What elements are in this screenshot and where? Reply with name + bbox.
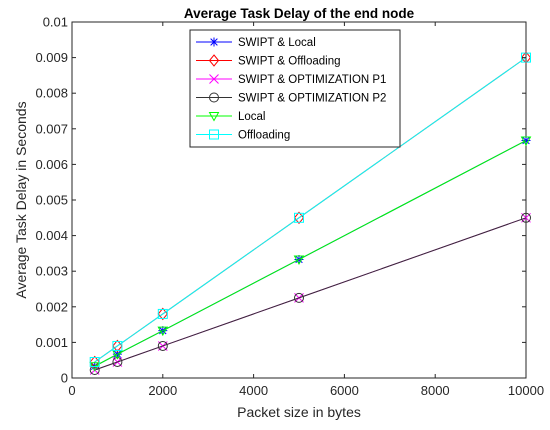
- series-line: [94, 57, 527, 363]
- x-tick-label: 10000: [508, 383, 544, 398]
- legend-marker: [209, 37, 219, 47]
- series-layer: [89, 51, 532, 375]
- legend-label: Local: [238, 111, 266, 123]
- y-tick-label: 0.003: [35, 264, 68, 279]
- data-point: [89, 364, 100, 375]
- legend-label: SWIPT & Local: [238, 37, 316, 49]
- legend-box: [189, 29, 401, 148]
- y-tick-label: 0: [61, 371, 68, 386]
- x-tick-label: 0: [68, 383, 75, 398]
- y-tick-label: 0.002: [35, 299, 68, 314]
- legend-marker: [209, 74, 219, 84]
- legend-label: SWIPT & Offloading: [238, 56, 340, 68]
- legend-marker: [208, 54, 220, 67]
- chart-title: Average Task Delay of the end node: [184, 6, 415, 21]
- y-tick-label: 0.005: [35, 193, 68, 208]
- legend-marker: [209, 129, 219, 140]
- data-point: [294, 212, 304, 223]
- data-point: [520, 136, 532, 147]
- data-point: [521, 52, 531, 63]
- data-point: [157, 326, 169, 337]
- y-tick-label: 0.009: [35, 50, 68, 65]
- legend-label: SWIPT & OPTIMIZATION P1: [238, 74, 386, 86]
- series-6: [89, 52, 531, 367]
- series-4: [89, 212, 531, 375]
- y-axis-label: Average Task Delay in Seconds: [13, 101, 29, 298]
- legend: SWIPT & Local SWIPT & Offloading SWIPT & O…: [189, 29, 401, 148]
- x-tick-label: 4000: [239, 383, 268, 398]
- x-tick-label: 6000: [330, 383, 359, 398]
- data-point: [112, 340, 123, 351]
- y-tick-label: 0.01: [43, 15, 68, 30]
- x-tick-label: 2000: [148, 383, 177, 398]
- data-point: [294, 292, 304, 303]
- data-point: [293, 255, 305, 265]
- x-tick-label: 8000: [421, 383, 450, 398]
- legend-label: Offloading: [238, 130, 290, 142]
- series-line: [94, 140, 527, 367]
- data-point: [157, 308, 168, 319]
- series-line: [94, 217, 527, 371]
- legend-marker: [209, 92, 219, 103]
- data-point: [112, 356, 123, 367]
- legend-label: SWIPT & OPTIMIZATION P2: [238, 93, 386, 105]
- y-tick-label: 0.001: [35, 335, 68, 350]
- data-point: [89, 356, 100, 367]
- y-tick-label: 0.006: [35, 157, 68, 172]
- y-tick-label: 0.008: [35, 86, 68, 101]
- data-point: [520, 51, 532, 64]
- y-tick-label: 0.007: [35, 121, 68, 136]
- legend-marker: [208, 112, 220, 122]
- y-tick-label: 0.004: [35, 228, 68, 243]
- data-point: [521, 212, 531, 223]
- data-point: [157, 340, 168, 351]
- x-axis-label: Packet size in bytes: [237, 404, 361, 420]
- axes-layer: 0 2000 4000 6000 8000 10000 0 0.001 0.002 0.003 0.…: [35, 15, 544, 399]
